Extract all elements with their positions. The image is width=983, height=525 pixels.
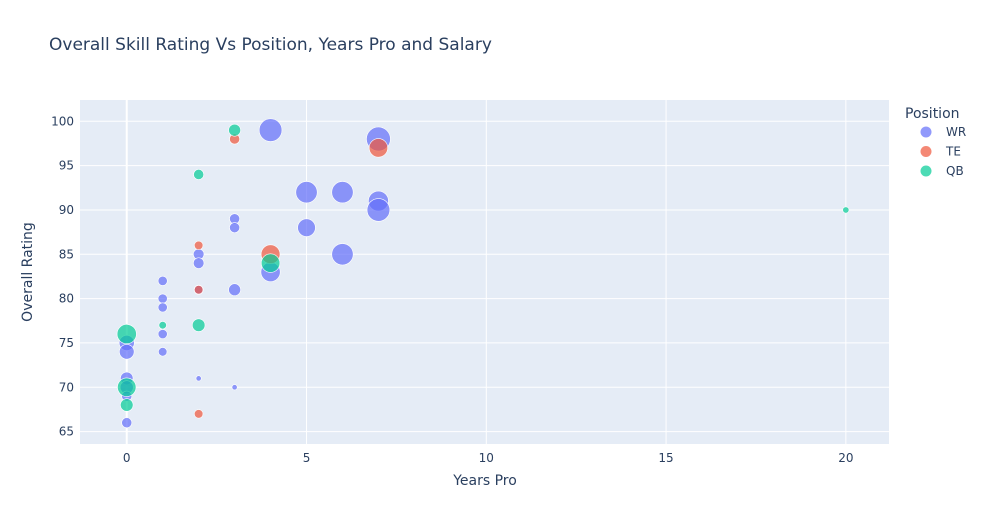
legend-item-te[interactable]: TE (920, 145, 961, 159)
data-point (194, 285, 204, 295)
data-point (120, 398, 134, 412)
legend-label: TE (945, 145, 961, 159)
x-axis-title: Years Pro (452, 473, 517, 489)
data-point (228, 283, 241, 297)
y-axis-title: Overall Rating (20, 222, 36, 322)
x-tick-label: 0 (123, 451, 131, 465)
data-point (366, 198, 391, 222)
data-point (119, 344, 135, 360)
data-point (331, 243, 354, 266)
legend-title: Position (905, 106, 960, 122)
data-point (157, 302, 168, 313)
legend-item-qb[interactable]: QB (920, 164, 964, 178)
data-point (192, 318, 206, 332)
y-tick-label: 100 (51, 114, 74, 128)
data-point (121, 417, 133, 429)
plot-area (80, 100, 889, 444)
y-axis-ticks: 65 70 75 80 85 90 95 100 (51, 114, 74, 438)
gridlines (80, 100, 889, 444)
y-tick-label: 65 (59, 425, 74, 439)
data-point (158, 321, 167, 330)
legend-label: WR (946, 125, 966, 139)
data-point (297, 218, 316, 237)
x-tick-label: 5 (303, 451, 311, 465)
data-point (368, 138, 389, 158)
data-point (331, 181, 354, 204)
data-point (295, 181, 318, 204)
x-tick-label: 15 (658, 451, 673, 465)
data-point (117, 377, 137, 397)
data-point (258, 118, 283, 142)
y-tick-label: 80 (59, 292, 74, 306)
data-point (116, 324, 137, 345)
series-qb (116, 123, 850, 412)
y-tick-label: 90 (59, 203, 74, 217)
x-tick-label: 20 (838, 451, 853, 465)
data-point (157, 329, 168, 340)
chart-title: Overall Skill Rating Vs Position, Years … (49, 35, 492, 55)
y-tick-label: 85 (59, 247, 74, 261)
data-point (842, 206, 850, 214)
data-point (157, 293, 168, 304)
y-tick-label: 95 (59, 159, 74, 173)
x-axis-ticks: 0 5 10 15 20 (123, 451, 854, 465)
legend-marker (920, 165, 932, 177)
data-point (260, 253, 281, 273)
legend-item-wr[interactable]: WR (920, 125, 967, 139)
data-point (193, 169, 205, 180)
legend-label: QB (946, 164, 964, 178)
data-point (231, 384, 238, 391)
y-tick-label: 75 (59, 336, 74, 350)
data-point (195, 375, 202, 382)
data-points (116, 118, 850, 429)
data-point (192, 257, 205, 269)
data-point (158, 347, 168, 357)
x-tick-label: 10 (479, 451, 494, 465)
legend-marker (920, 126, 932, 138)
data-point (229, 222, 241, 234)
data-point (157, 275, 168, 286)
legend: Position WR TE QB (905, 106, 966, 178)
data-point (228, 123, 241, 137)
data-point (194, 240, 204, 251)
data-point (194, 409, 204, 419)
y-tick-label: 70 (59, 380, 74, 394)
legend-marker (920, 146, 932, 157)
